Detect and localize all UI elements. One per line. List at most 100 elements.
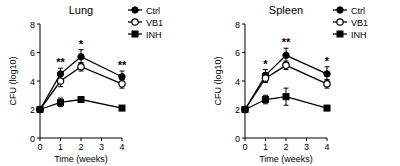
title: Lung — [69, 4, 93, 16]
x-tick — [306, 138, 307, 141]
marker — [324, 71, 330, 77]
x-tick — [60, 138, 61, 141]
marker — [37, 106, 43, 112]
x-tick — [81, 138, 82, 141]
panel: Spleen0246801234Time (weeks)CFU (log10)*… — [213, 4, 368, 164]
legend-label: INH — [146, 30, 162, 40]
y-tick — [242, 52, 245, 53]
error-bar — [263, 70, 268, 81]
series-line — [40, 67, 122, 110]
x-axis-label: Time (weeks) — [54, 154, 108, 164]
plot-area — [37, 50, 125, 113]
y-tick-label: 2 — [235, 105, 240, 115]
x-tick — [245, 138, 246, 141]
x-tick — [40, 138, 41, 141]
marker — [263, 97, 269, 103]
error-bar — [263, 74, 268, 83]
error-bar — [79, 50, 84, 64]
series-line — [245, 55, 327, 109]
x-tick-label: 1 — [263, 142, 268, 152]
marker — [324, 105, 330, 111]
legend-label: VB1 — [351, 18, 368, 28]
marker — [283, 94, 289, 100]
y-axis-label: CFU (log10) — [8, 56, 18, 105]
annotation: * — [79, 38, 84, 50]
y-tick-label: 4 — [30, 77, 35, 87]
series-line — [40, 57, 122, 110]
marker — [57, 78, 63, 84]
annotation: ** — [282, 36, 291, 48]
y-tick-label: 6 — [30, 48, 35, 58]
annotation: ** — [56, 56, 65, 68]
error-bar — [284, 88, 289, 105]
y-axis-label: CFU (log10) — [213, 56, 223, 105]
x-tick — [327, 138, 328, 141]
marker — [242, 106, 248, 112]
annotation: * — [263, 58, 268, 70]
error-bar — [79, 62, 84, 71]
legend-marker — [132, 7, 138, 13]
x-tick-label: 3 — [304, 142, 309, 152]
x-axis-label: Time (weeks) — [259, 154, 313, 164]
y-tick — [242, 81, 245, 82]
error-bar — [263, 95, 268, 104]
x-tick — [122, 138, 123, 141]
x-tick-label: 4 — [119, 142, 124, 152]
error-bar — [120, 80, 125, 89]
series-line — [245, 65, 327, 109]
marker — [78, 54, 84, 60]
panel: Lung0246801234Time (weeks)CFU (log10)***… — [8, 4, 163, 164]
y-tick-label: 8 — [235, 20, 240, 30]
marker — [37, 107, 43, 113]
legend-label: INH — [351, 30, 367, 40]
x-tick-label: 0 — [242, 142, 247, 152]
legend-label: Ctrl — [146, 6, 160, 16]
legend-marker — [337, 7, 343, 13]
y-tick-label: 0 — [235, 134, 240, 144]
error-bar — [58, 75, 63, 86]
marker — [324, 81, 330, 87]
error-bar — [284, 48, 289, 62]
plot-area — [242, 48, 330, 112]
y-tick — [37, 52, 40, 53]
marker — [37, 106, 43, 112]
legend-label: VB1 — [146, 18, 163, 28]
marker — [242, 107, 248, 113]
y-tick-label: 8 — [30, 20, 35, 30]
y-tick — [37, 81, 40, 82]
x-tick-label: 1 — [58, 142, 63, 152]
figure: Lung0246801234Time (weeks)CFU (log10)***… — [0, 0, 400, 166]
y-tick-label: 0 — [30, 134, 35, 144]
x-tick — [101, 138, 102, 141]
marker — [242, 106, 248, 112]
y-tick-label: 2 — [30, 105, 35, 115]
x-tick-label: 3 — [99, 142, 104, 152]
legend-label: Ctrl — [351, 6, 365, 16]
y-tick-label: 4 — [235, 77, 240, 87]
marker — [262, 75, 268, 81]
x-tick — [286, 138, 287, 141]
marker — [283, 52, 289, 58]
x-tick-label: 0 — [37, 142, 42, 152]
annotation: * — [325, 55, 330, 67]
marker — [119, 74, 125, 80]
x-tick-label: 2 — [78, 142, 83, 152]
title: Spleen — [269, 4, 303, 16]
error-bar — [284, 61, 289, 70]
annotation: ** — [118, 59, 127, 71]
y-tick — [242, 24, 245, 25]
legend-marker — [337, 31, 343, 37]
y-tick-label: 6 — [235, 48, 240, 58]
marker — [78, 64, 84, 70]
error-bar — [58, 98, 63, 107]
error-bar — [325, 67, 330, 81]
legend-marker — [337, 19, 343, 25]
marker — [119, 81, 125, 87]
marker — [283, 62, 289, 68]
x-tick — [265, 138, 266, 141]
error-bar — [325, 80, 330, 89]
marker — [78, 97, 84, 103]
x-tick-label: 2 — [283, 142, 288, 152]
marker — [119, 105, 125, 111]
y-tick — [37, 24, 40, 25]
